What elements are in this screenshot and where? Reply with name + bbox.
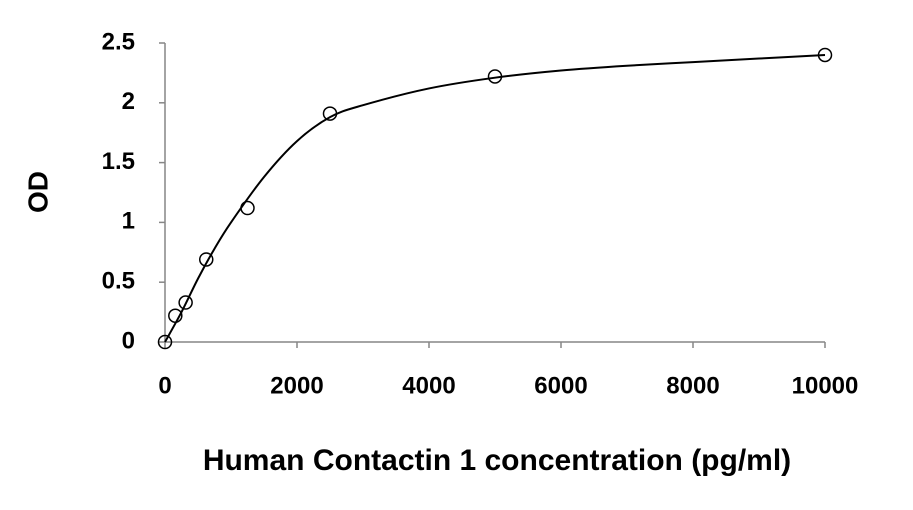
data-point bbox=[168, 308, 183, 323]
data-point bbox=[322, 106, 338, 121]
y-tick-label: 2 bbox=[122, 88, 135, 115]
data-point bbox=[157, 334, 173, 350]
y-tick-label: 0 bbox=[122, 327, 135, 354]
fit-curve bbox=[164, 53, 826, 343]
y-tick-label: 1 bbox=[122, 208, 135, 235]
data-point bbox=[487, 69, 503, 84]
data-point bbox=[240, 200, 255, 216]
x-tick-label: 2000 bbox=[270, 372, 323, 399]
x-axis-label: Human Contactin 1 concentration (pg/ml) bbox=[203, 444, 791, 477]
y-axis-label: OD bbox=[22, 171, 53, 213]
x-tick-label: 10000 bbox=[792, 372, 859, 399]
x-tick-label: 6000 bbox=[534, 372, 587, 399]
y-tick-label: 1.5 bbox=[102, 148, 135, 175]
y-tick-label: 0.5 bbox=[102, 268, 135, 295]
data-point bbox=[817, 47, 833, 63]
x-tick-label: 0 bbox=[158, 372, 171, 399]
data-point bbox=[178, 295, 193, 310]
y-tick-label: 2.5 bbox=[102, 28, 135, 55]
x-tick-label: 8000 bbox=[666, 372, 719, 399]
data-point bbox=[199, 252, 214, 267]
x-tick-label: 4000 bbox=[402, 372, 455, 399]
